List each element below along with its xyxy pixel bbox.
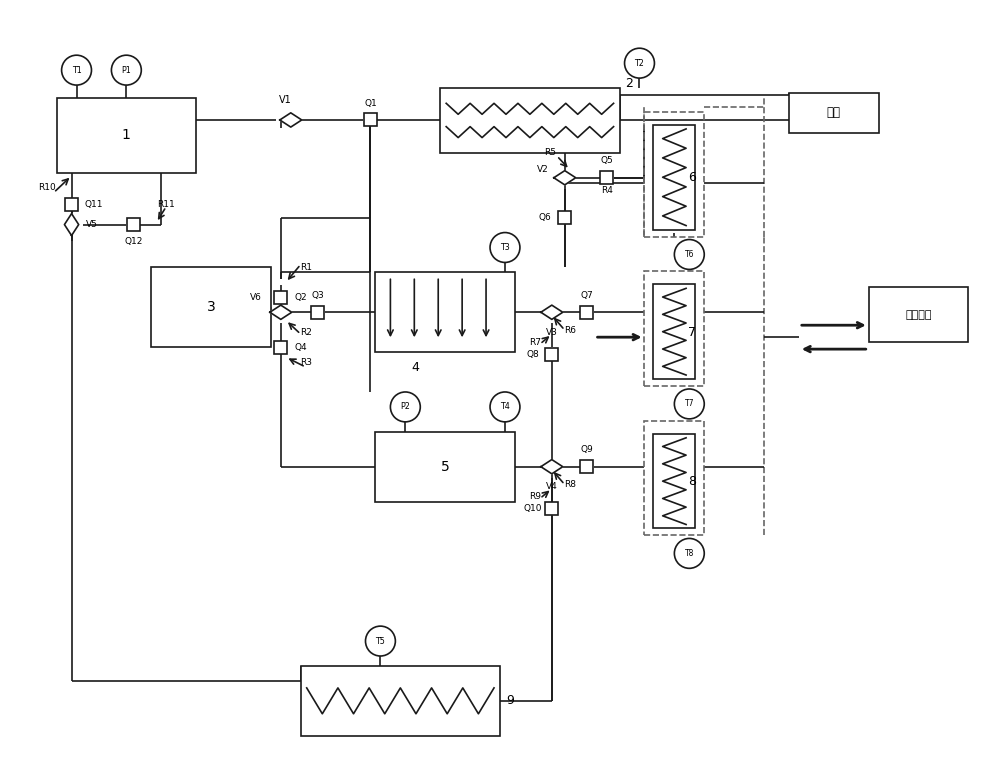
Text: R10: R10	[38, 183, 56, 193]
Text: R9: R9	[529, 492, 541, 501]
Polygon shape	[541, 305, 563, 319]
Text: Q9: Q9	[580, 446, 593, 454]
Bar	[440, 88, 620, 153]
Bar	[653, 434, 695, 528]
Bar	[274, 341, 287, 354]
Text: Q12: Q12	[124, 237, 143, 246]
Circle shape	[625, 48, 654, 78]
Bar	[644, 112, 704, 236]
Bar	[65, 198, 78, 211]
Text: Q4: Q4	[294, 343, 307, 351]
Circle shape	[674, 389, 704, 419]
Text: R6: R6	[564, 326, 576, 334]
Bar	[301, 666, 500, 736]
Text: Q11: Q11	[84, 200, 103, 209]
Polygon shape	[270, 305, 292, 319]
Text: V2: V2	[537, 165, 549, 174]
Bar	[558, 211, 571, 224]
Text: 9: 9	[506, 694, 514, 707]
Circle shape	[490, 392, 520, 422]
Text: R4: R4	[601, 186, 613, 195]
Text: 3: 3	[207, 300, 215, 314]
Text: R7: R7	[529, 337, 541, 347]
Bar	[127, 218, 140, 231]
Text: V4: V4	[546, 482, 558, 491]
Text: V6: V6	[250, 293, 262, 301]
Text: T8: T8	[685, 549, 694, 558]
Bar	[151, 268, 271, 347]
Text: T5: T5	[375, 637, 385, 646]
Bar	[869, 288, 968, 342]
Text: Q8: Q8	[527, 350, 539, 359]
Text: V5: V5	[86, 220, 97, 229]
Bar	[644, 272, 704, 386]
Polygon shape	[280, 113, 302, 127]
Text: P1: P1	[121, 66, 131, 74]
Circle shape	[674, 239, 704, 269]
Bar	[644, 421, 704, 535]
Text: 5: 5	[441, 459, 450, 474]
Text: T1: T1	[72, 66, 81, 74]
Text: R3: R3	[300, 357, 312, 367]
Circle shape	[111, 55, 141, 85]
Polygon shape	[64, 214, 79, 235]
Text: R8: R8	[564, 480, 576, 489]
Bar	[375, 272, 515, 352]
Text: R1: R1	[300, 263, 312, 272]
Text: V1: V1	[279, 95, 292, 105]
Text: R5: R5	[544, 148, 556, 157]
Text: 2: 2	[626, 77, 633, 90]
Text: 排走: 排走	[827, 107, 841, 120]
Circle shape	[62, 55, 91, 85]
Text: 6: 6	[688, 171, 696, 184]
Text: R11: R11	[157, 200, 175, 209]
Text: T3: T3	[500, 243, 510, 252]
Text: Q10: Q10	[524, 504, 542, 513]
Circle shape	[365, 626, 395, 656]
Text: 7: 7	[688, 326, 696, 339]
Bar	[57, 98, 196, 173]
Text: Q5: Q5	[600, 156, 613, 166]
Text: 1: 1	[122, 128, 131, 143]
Text: 4: 4	[411, 360, 419, 374]
Bar	[274, 291, 287, 304]
Text: Q7: Q7	[580, 291, 593, 300]
Bar	[545, 347, 558, 360]
Text: T6: T6	[685, 250, 694, 259]
Bar	[580, 306, 593, 319]
Bar	[580, 460, 593, 473]
Bar	[653, 125, 695, 229]
Bar	[600, 171, 613, 184]
Text: T2: T2	[635, 58, 644, 67]
Text: P2: P2	[400, 403, 410, 411]
Circle shape	[390, 392, 420, 422]
Text: 工厂余热: 工厂余热	[905, 310, 932, 320]
Polygon shape	[554, 170, 576, 185]
Bar	[375, 432, 515, 502]
Bar	[789, 93, 879, 133]
Text: Q1: Q1	[364, 98, 377, 107]
Bar	[545, 502, 558, 515]
Text: V3: V3	[546, 328, 558, 337]
Text: Q3: Q3	[311, 291, 324, 300]
Text: R2: R2	[300, 328, 312, 337]
Text: T4: T4	[500, 403, 510, 411]
Text: Q2: Q2	[294, 293, 307, 301]
Bar	[364, 114, 377, 127]
Bar	[653, 285, 695, 379]
Text: 8: 8	[688, 475, 696, 488]
Text: Q6: Q6	[538, 213, 551, 222]
Polygon shape	[541, 459, 563, 474]
Circle shape	[490, 232, 520, 262]
Circle shape	[674, 538, 704, 568]
Bar	[311, 306, 324, 319]
Text: T7: T7	[685, 400, 694, 408]
